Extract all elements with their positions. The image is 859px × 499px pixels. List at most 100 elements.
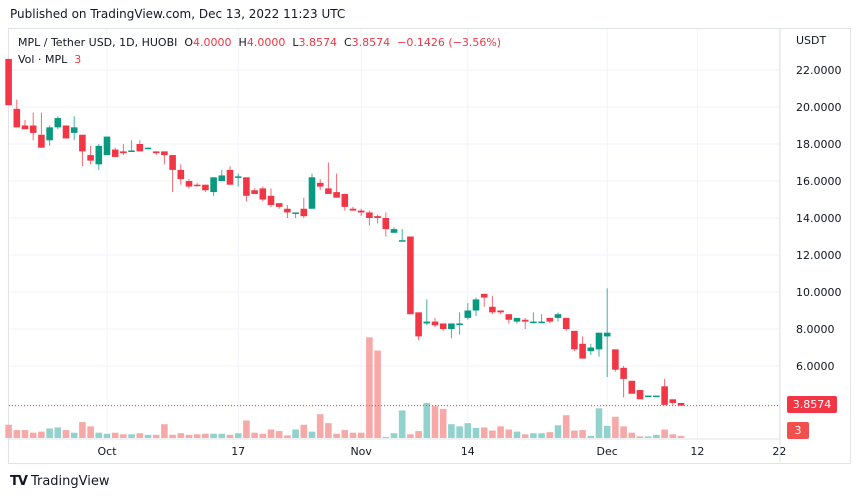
candle[interactable]: [5, 58, 12, 106]
candle[interactable]: [562, 317, 570, 331]
candle[interactable]: [497, 310, 504, 315]
symbol-label[interactable]: MPL / Tether USD, 1D, HUOBI: [18, 36, 178, 49]
candle[interactable]: [349, 206, 357, 211]
candle[interactable]: [464, 303, 472, 320]
candle[interactable]: [210, 177, 217, 196]
volume-bar: [407, 434, 414, 438]
candle[interactable]: [251, 188, 258, 194]
candle[interactable]: [128, 140, 135, 152]
volume-bar: [152, 434, 160, 438]
volume-bar: [62, 430, 70, 438]
candle[interactable]: [620, 366, 627, 398]
candle[interactable]: [292, 212, 299, 218]
candle[interactable]: [538, 314, 545, 324]
volume-value: 3: [74, 53, 82, 66]
candle-body: [5, 58, 12, 106]
candle[interactable]: [357, 208, 365, 217]
candle[interactable]: [259, 186, 267, 202]
candle[interactable]: [366, 210, 373, 226]
volume-bar: [169, 434, 176, 438]
candle[interactable]: [612, 349, 619, 372]
candle[interactable]: [193, 182, 201, 187]
candle[interactable]: [398, 229, 406, 242]
candle[interactable]: [177, 164, 185, 185]
candle[interactable]: [644, 395, 652, 398]
candle[interactable]: [439, 323, 447, 331]
candle[interactable]: [431, 317, 439, 328]
volume-bar: [333, 433, 340, 438]
candle[interactable]: [111, 147, 119, 157]
candle[interactable]: [603, 288, 611, 378]
candle[interactable]: [423, 299, 431, 326]
volume-bar: [13, 430, 21, 438]
candle[interactable]: [202, 184, 209, 193]
candle[interactable]: [415, 312, 422, 341]
candle[interactable]: [136, 140, 144, 152]
candle[interactable]: [21, 119, 29, 130]
candle[interactable]: [390, 227, 398, 233]
candle[interactable]: [472, 297, 480, 317]
candle[interactable]: [448, 323, 455, 339]
candle[interactable]: [95, 144, 103, 170]
last-price-tag: 3.8574: [787, 396, 837, 413]
candle[interactable]: [54, 116, 62, 130]
candle[interactable]: [185, 179, 193, 189]
candle[interactable]: [234, 173, 242, 187]
candle[interactable]: [636, 390, 644, 400]
candle[interactable]: [595, 332, 603, 357]
candle[interactable]: [62, 125, 70, 139]
candle-body: [202, 184, 209, 191]
candle[interactable]: [169, 155, 176, 193]
candle[interactable]: [38, 112, 45, 148]
candle[interactable]: [152, 151, 160, 156]
candle[interactable]: [284, 205, 291, 218]
candle[interactable]: [669, 399, 677, 405]
candle[interactable]: [79, 134, 86, 167]
candle[interactable]: [653, 395, 660, 398]
candle[interactable]: [505, 314, 513, 324]
candle[interactable]: [218, 169, 226, 181]
candle[interactable]: [677, 403, 685, 406]
candle[interactable]: [70, 116, 78, 141]
candle[interactable]: [275, 203, 283, 209]
candle[interactable]: [333, 173, 340, 198]
volume-label[interactable]: Vol · MPL: [18, 53, 68, 66]
candle[interactable]: [530, 312, 537, 324]
candle[interactable]: [579, 336, 586, 359]
candle[interactable]: [628, 380, 636, 394]
candle[interactable]: [161, 151, 168, 165]
candle[interactable]: [243, 177, 250, 202]
candle[interactable]: [87, 145, 94, 165]
candle[interactable]: [316, 179, 324, 191]
candle[interactable]: [661, 378, 668, 405]
candle[interactable]: [407, 236, 414, 315]
candle[interactable]: [300, 197, 308, 218]
candle[interactable]: [325, 162, 332, 194]
candle[interactable]: [546, 317, 554, 324]
candle[interactable]: [103, 136, 111, 156]
candle[interactable]: [144, 147, 152, 150]
candle[interactable]: [554, 312, 562, 322]
candle-body: [407, 236, 414, 315]
candle[interactable]: [382, 212, 390, 237]
candle[interactable]: [120, 144, 127, 156]
candle[interactable]: [571, 330, 578, 352]
candle[interactable]: [46, 125, 53, 146]
candle[interactable]: [267, 188, 275, 207]
candle[interactable]: [587, 343, 595, 355]
candle[interactable]: [521, 317, 529, 329]
candle[interactable]: [374, 214, 381, 224]
volume-bar: [111, 432, 119, 438]
candle[interactable]: [308, 173, 316, 209]
candle[interactable]: [480, 293, 488, 307]
volume-bar: [390, 433, 398, 438]
candle[interactable]: [456, 312, 463, 335]
candle[interactable]: [341, 193, 349, 211]
candle[interactable]: [29, 112, 37, 141]
candle[interactable]: [513, 317, 521, 324]
volume-bar: [54, 427, 62, 438]
candle[interactable]: [489, 295, 496, 315]
candle[interactable]: [13, 99, 21, 128]
candle[interactable]: [226, 166, 234, 185]
